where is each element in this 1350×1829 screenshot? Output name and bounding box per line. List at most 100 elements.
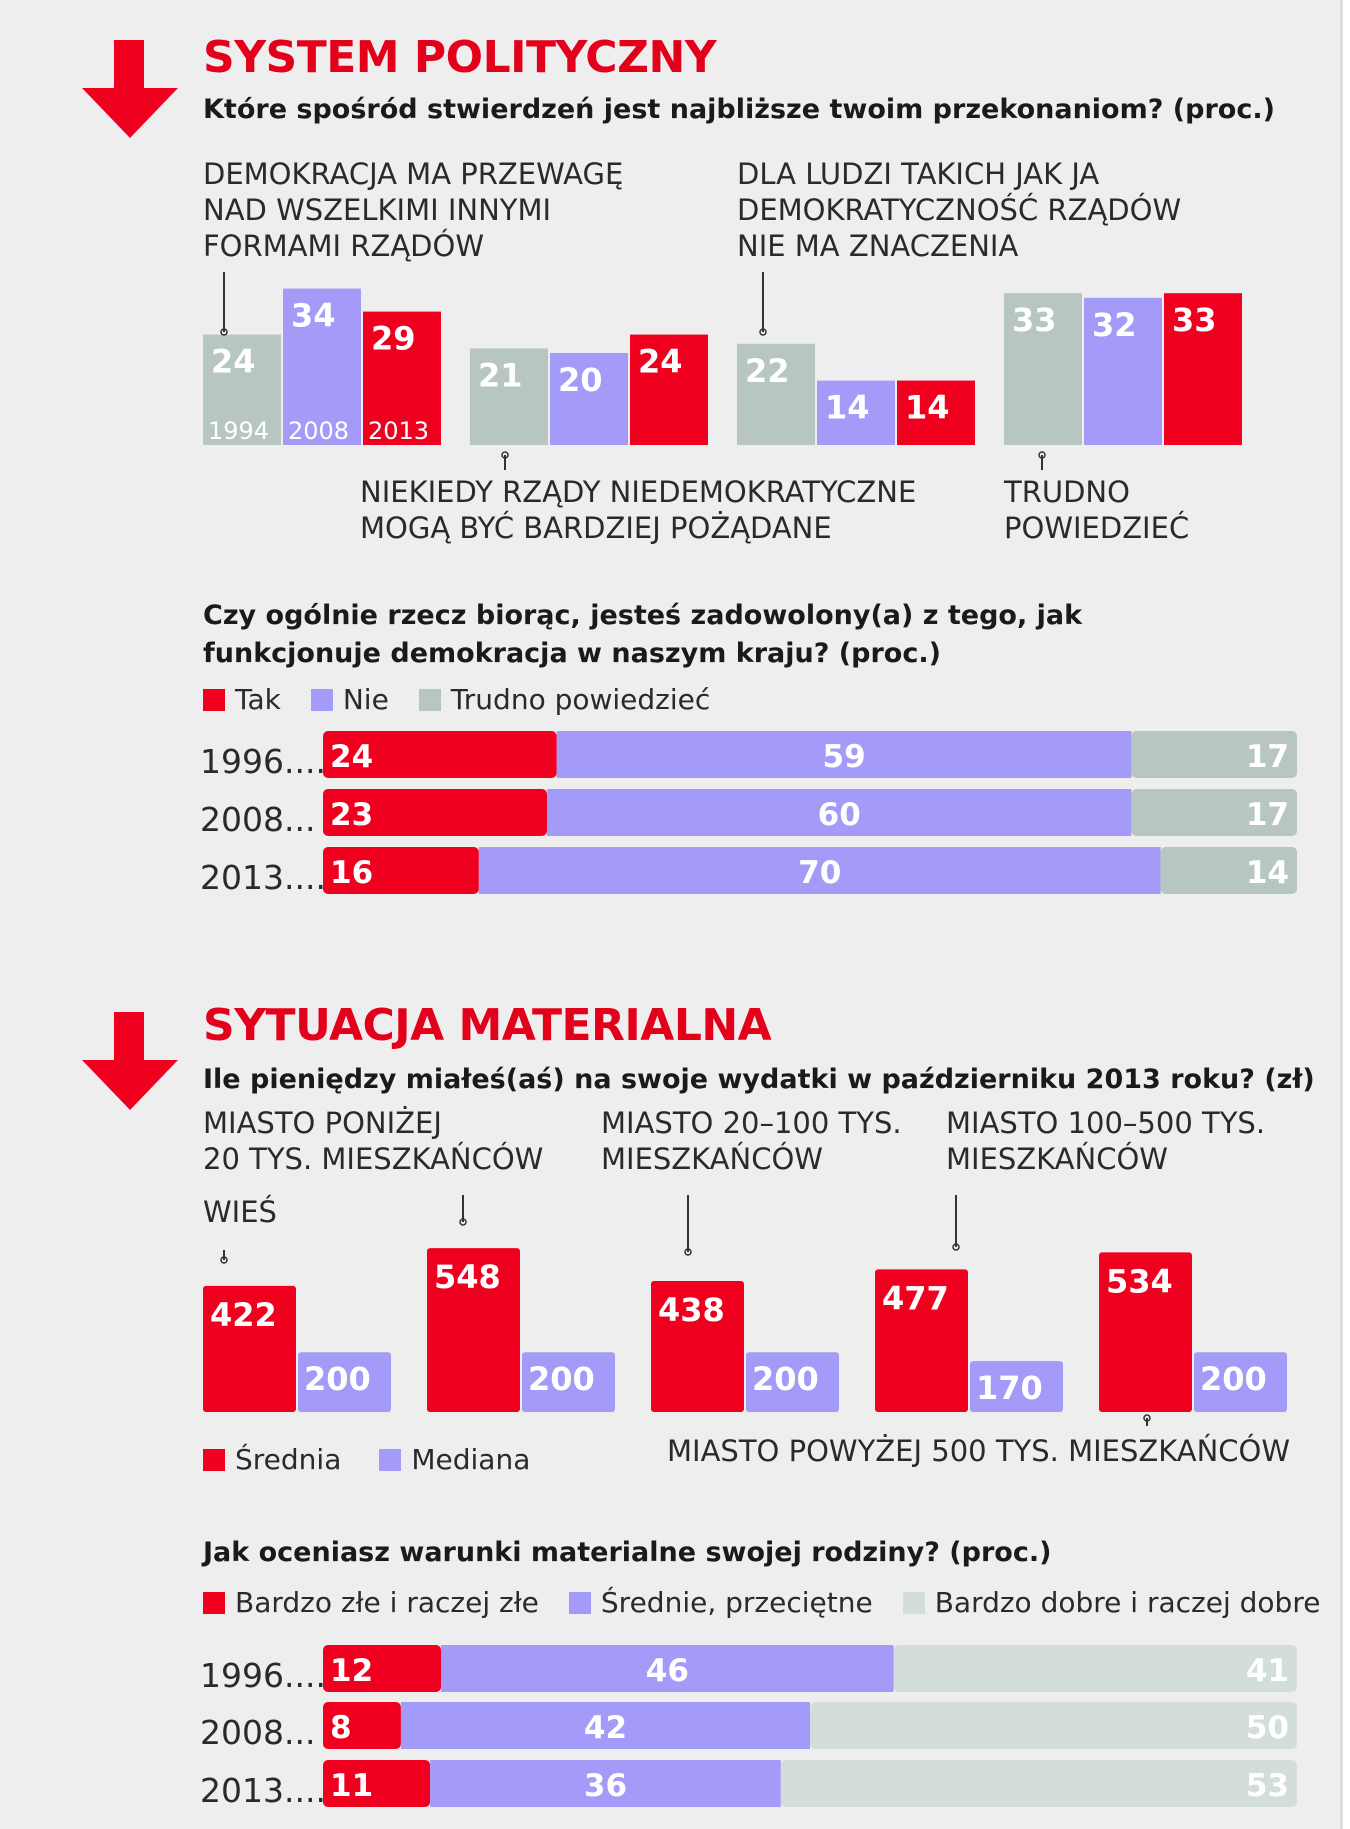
segment-value-label: 16 [330, 855, 373, 891]
group-label-line: MIESZKAŃCÓW [946, 1142, 1168, 1176]
group-label-line: POWIEDZIEĆ [1004, 511, 1189, 545]
segment-value-label: 60 [818, 797, 861, 833]
legend-item-srednia: Średnia [203, 1443, 341, 1476]
bar-value-label: 200 [1200, 1360, 1267, 1398]
stacked-segment [323, 1760, 431, 1807]
stacked-segment [323, 1645, 442, 1692]
group-label-line: NIE MA ZNACZENIA [737, 229, 1018, 263]
down-arrow-icon [82, 40, 178, 138]
segment-value-label: 11 [330, 1768, 373, 1804]
section-title-material: SYTUACJA MATERIALNA [203, 1000, 772, 1051]
stacked-segment [893, 1645, 1297, 1692]
stacked-segment [780, 1760, 1297, 1807]
leader-dot [1038, 451, 1046, 459]
row-label: 2013..... [200, 858, 336, 897]
year-label: 2013 [368, 417, 429, 445]
group-label-line: 20 TYS. MIESZKAŃCÓW [203, 1142, 543, 1176]
legend-item-srednie: Średnie, przeciętne [568, 1586, 873, 1619]
bar-value-label: 422 [210, 1296, 277, 1334]
segment-value-label: 59 [823, 739, 866, 775]
segment-value-label: 41 [1246, 1653, 1289, 1689]
bar-value-label: 33 [1012, 301, 1057, 339]
group-label-line: MIASTO 20–100 TYS. [601, 1106, 902, 1140]
group-label: NIEKIEDY RZĄDY NIEDEMOKRATYCZNE MOGĄ BYĆ … [360, 475, 916, 545]
group-label: DLA LUDZI TAKICH JAK JA DEMOKRATYCZNOŚĆ R… [737, 157, 1181, 263]
bar-politics [363, 311, 441, 445]
group-label-line: MIASTO PONIŻEJ [203, 1106, 442, 1140]
legend-label-mediana: Mediana [411, 1443, 531, 1476]
bar-value-label: 14 [825, 389, 870, 427]
chart-politics: 24 1994 34 2008 29 2013 21 20 24 22 14 14 33 32 33 DEMO… [203, 157, 1242, 545]
legend-item-trudno: Trudno powiedzieć [418, 683, 711, 716]
question-conditions: Jak oceniasz warunki materialne swojej r… [203, 1537, 1052, 1568]
legend-swatch-purple [310, 688, 333, 711]
legend-conditions: Bardzo złe i raczej złe Średnie, przecię… [203, 1586, 1320, 1619]
bar-politics [1084, 297, 1162, 445]
stacked-segment [323, 847, 479, 894]
bar-srednia [1099, 1252, 1192, 1412]
legend-swatch-red [203, 688, 225, 711]
group-label: MIASTO 20–100 TYS. MIESZKAŃCÓW [601, 1106, 902, 1176]
bar-value-label: 170 [976, 1369, 1043, 1407]
segment-value-label: 42 [584, 1710, 627, 1746]
group-label: TRUDNO POWIEDZIEĆ [1003, 475, 1189, 545]
legend-swatch-purple [568, 1591, 591, 1614]
legend-label-nie: Nie [342, 683, 389, 716]
bar-mediana [1194, 1352, 1287, 1412]
section-title-politics: SYSTEM POLITYCZNY [203, 32, 717, 83]
group-label-line: MIASTO POWYŻEJ 500 TYS. MIESZKAŃCÓW [667, 1434, 1290, 1468]
bar-value-label: 21 [478, 356, 523, 394]
bar-mediana [746, 1352, 839, 1412]
legend-label-trudno: Trudno powiedzieć [450, 683, 711, 716]
segment-value-label: 50 [1246, 1710, 1289, 1746]
row-label: 1996..... [200, 742, 336, 781]
bar-mediana [970, 1361, 1063, 1412]
bar-value-label: 477 [882, 1279, 949, 1317]
legend-swatch-purple [379, 1448, 402, 1471]
stacked-segment [400, 1702, 810, 1749]
stacked-segment [323, 731, 557, 778]
chart-money: 422 200 548 200 438 200 477 170 534 200 MIASTO PON… [203, 1106, 1290, 1468]
row-label: 2008... [200, 800, 315, 839]
group-label: WIEŚ [203, 1195, 277, 1229]
bar-politics [1164, 293, 1242, 445]
chart-conditions: 1996.....12 46 41 2008... 8 42 50 2013.....11 36… [200, 1645, 1297, 1810]
stacked-segment [323, 789, 548, 836]
stacked-segment [1131, 731, 1297, 778]
group-label: MIASTO PONIŻEJ 20 TYS. MIESZKAŃCÓW [203, 1106, 543, 1176]
stacked-segment [430, 1760, 781, 1807]
year-label: 1994 [208, 417, 269, 445]
leader-dot [952, 1243, 960, 1251]
bar-srednia [427, 1248, 520, 1412]
group-label-line: MIASTO 100–500 TYS. [946, 1106, 1265, 1140]
group-label-line: DLA LUDZI TAKICH JAK JA [737, 157, 1099, 191]
leader-dot [501, 451, 509, 459]
segment-value-label: 70 [798, 855, 841, 891]
stacked-segment [1131, 789, 1297, 836]
legend-label-tak: Tak [235, 683, 281, 716]
bar-value-label: 22 [745, 352, 790, 390]
stacked-segment [556, 731, 1132, 778]
group-label-line: DEMOKRACJA MA PRZEWAGĘ [203, 157, 623, 191]
bar-politics [630, 334, 708, 445]
bar-politics [550, 353, 628, 445]
legend-item-dobre: Bardzo dobre i raczej dobre [902, 1586, 1320, 1619]
stacked-segment [1160, 847, 1297, 894]
question-politics: Które spośród stwierdzeń jest najbliższe… [203, 94, 1275, 125]
group-label-line: MIESZKAŃCÓW [601, 1142, 823, 1176]
row-label: 2013..... [200, 1771, 336, 1810]
group-label-line: MOGĄ BYĆ BARDZIEJ POŻĄDANE [360, 511, 832, 545]
segment-value-label: 23 [330, 797, 373, 833]
bar-politics [203, 334, 281, 445]
year-label: 2008 [288, 417, 349, 445]
stacked-segment [323, 1702, 401, 1749]
bar-politics [817, 380, 895, 445]
group-label-line: NIEKIEDY RZĄDY NIEDEMOKRATYCZNE [360, 475, 916, 509]
leader-dot [220, 1256, 228, 1264]
stacked-segment [810, 1702, 1297, 1749]
bar-value-label: 548 [434, 1258, 501, 1296]
legend-swatch-red [203, 1448, 225, 1471]
bar-value-label: 34 [291, 297, 336, 335]
leader-dot [759, 328, 767, 336]
bar-value-label: 200 [528, 1360, 595, 1398]
